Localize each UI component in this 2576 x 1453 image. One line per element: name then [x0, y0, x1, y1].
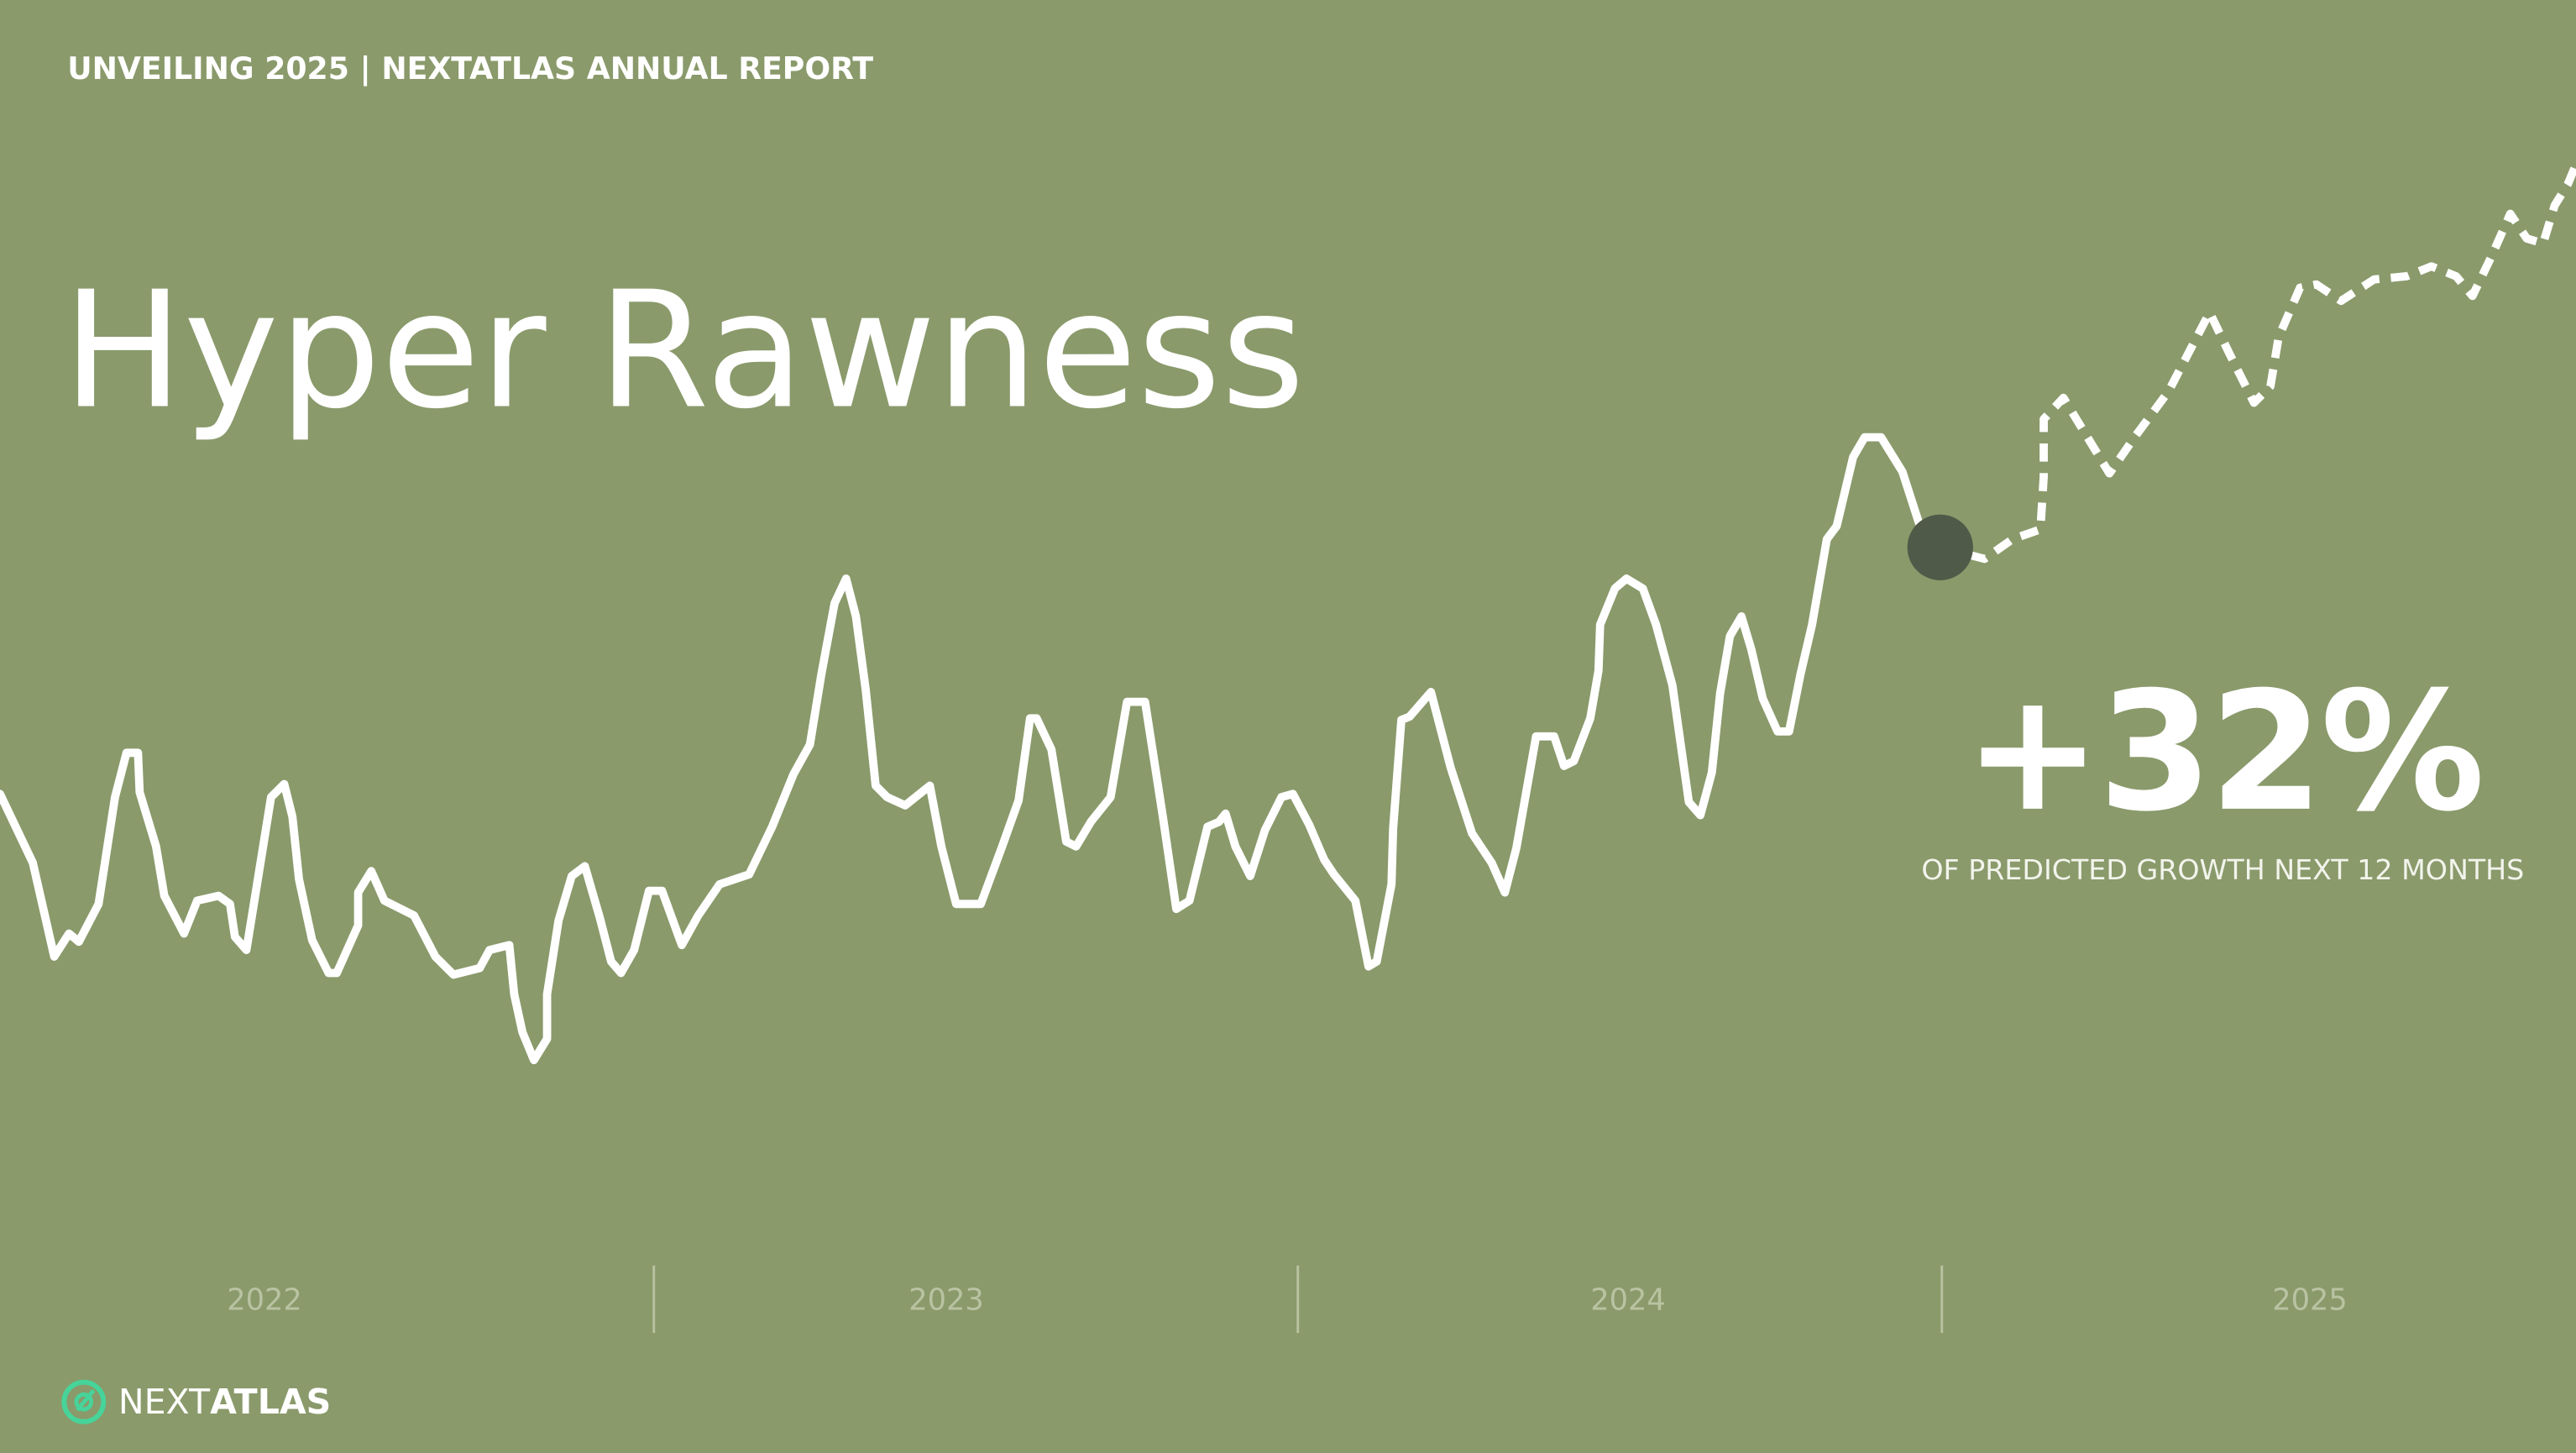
trend-line [0, 433, 1945, 1065]
brand-light: NEXT [118, 1382, 211, 1422]
brand-bold: ATLAS [210, 1382, 331, 1422]
logo-core [74, 1392, 94, 1412]
year-label: 2024 [1590, 1283, 1666, 1318]
header: UNVEILING 2025 | NEXTATLAS ANNUAL REPORT [67, 50, 873, 87]
growth-figure: +32% [1964, 657, 2482, 848]
current-point [1907, 514, 1973, 580]
chart-title: Hyper Rawness [62, 257, 1305, 444]
year-label: 2022 [227, 1283, 302, 1318]
year-label: 2023 [908, 1283, 984, 1318]
brand-logo: NEXTATLAS [61, 1379, 331, 1424]
forecast-line [1939, 162, 2576, 564]
brand-name: NEXTATLAS [118, 1382, 331, 1422]
year-label: 2025 [2272, 1283, 2348, 1318]
growth-caption: OF PREDICTED GROWTH NEXT 12 MONTHS [1921, 853, 2524, 886]
logo-stroke [76, 1388, 96, 1412]
logo-ring [61, 1379, 107, 1424]
